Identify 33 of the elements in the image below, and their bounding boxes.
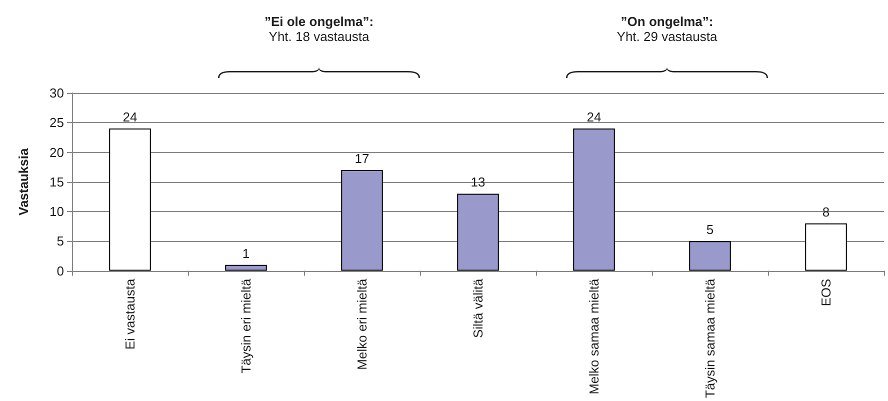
data-label: 5 — [706, 222, 714, 238]
x-tick-label: Täysin eri mieltä — [238, 278, 254, 374]
bar — [109, 128, 151, 271]
data-label: 1 — [242, 246, 250, 261]
x-tick-label: EOS — [818, 278, 834, 306]
y-axis-title: Vastauksia — [16, 148, 31, 216]
bar — [573, 128, 615, 271]
y-tick-label: 5 — [56, 234, 64, 249]
text: Yht. 29 vastausta — [616, 29, 718, 44]
text: ”On ongelma”: — [620, 14, 714, 29]
data-label: 13 — [470, 174, 486, 190]
text: Yht. 18 vastausta — [268, 29, 370, 44]
data-label: 17 — [354, 151, 370, 166]
y-tick-label: 20 — [50, 144, 64, 160]
x-tick-label: Täysin samaa mieltä — [702, 278, 718, 398]
y-tick-label: 15 — [50, 174, 64, 190]
y-tick-label: 0 — [56, 263, 64, 278]
y-tick-label: 25 — [50, 115, 64, 130]
x-tick-label: Melko samaa mieltä — [586, 278, 602, 394]
x-tick-label: Siltä välitä — [470, 278, 486, 338]
x-tick-label: Ei vastausta — [122, 278, 138, 350]
bar — [805, 223, 847, 271]
bar — [341, 170, 383, 271]
data-label: 8 — [822, 204, 830, 220]
data-label: 24 — [586, 110, 602, 125]
bar — [457, 194, 499, 271]
text: ”Ei ole ongelma”: — [264, 14, 374, 29]
bar — [225, 264, 267, 271]
y-tick-label: 30 — [50, 86, 64, 100]
y-tick-label: 10 — [50, 204, 64, 220]
x-tick-label: Melko eri mieltä — [354, 278, 370, 370]
bar — [689, 241, 731, 271]
data-label: 24 — [122, 110, 138, 125]
